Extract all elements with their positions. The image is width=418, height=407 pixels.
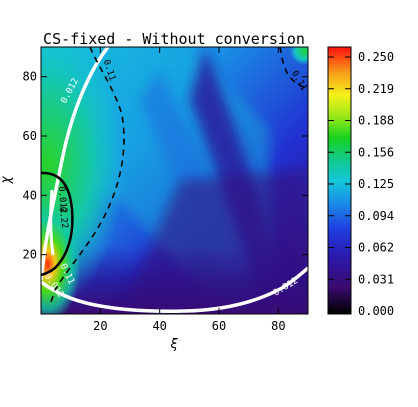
y-axis: 20 40 60 80 [23,70,308,262]
colorbar-tick-label: 0.219 [358,82,394,96]
chart-title: CS-fixed - Without conversion [43,30,305,48]
contour-label: 0.22 [57,206,70,229]
x-axis-label: ξ [170,337,178,352]
colorbar-tick-label: 0.094 [358,209,394,223]
colorbar-tick-label: 0.062 [358,241,394,255]
contour-011-dashed-corner [279,47,308,89]
plot-frame [40,46,309,315]
colorbar-tick-label: 0.125 [358,177,394,191]
x-tick-label: 80 [271,319,285,333]
x-tick-label: 20 [93,319,107,333]
heatmap-corner-blob [200,47,308,147]
contour-012-bottom [41,266,308,313]
y-tick-label: 20 [23,248,37,262]
contour-label: 0.012 [56,186,68,214]
contour-011-dashed-left [49,47,125,306]
y-axis-label: χ [0,176,14,184]
y-tick-label: 60 [23,129,37,143]
colorbar-tick-label: 0.156 [358,145,394,159]
heatmap-field [41,47,308,314]
contour-022-solid [41,171,74,277]
colorbar [327,46,352,315]
colorbar-tick-label: 0.250 [358,50,394,64]
x-tick-label: 60 [212,319,226,333]
contour-012-white-inner [49,189,55,256]
colorbar-ticks: 0.250 0.219 0.188 0.156 0.125 0.094 0.062 0.031… [328,50,394,318]
contour-012-left [41,47,110,281]
x-tick-label: 40 [152,319,166,333]
colorbar-tick-label: 0.000 [358,304,394,318]
y-tick-label: 40 [23,188,37,202]
heatmap-hot-spot [41,120,151,314]
colorbar-tick-label: 0.188 [358,114,394,128]
y-tick-label: 80 [23,70,37,84]
x-axis: 20 40 60 80 [93,47,286,333]
colorbar-tick-label: 0.031 [358,272,394,286]
